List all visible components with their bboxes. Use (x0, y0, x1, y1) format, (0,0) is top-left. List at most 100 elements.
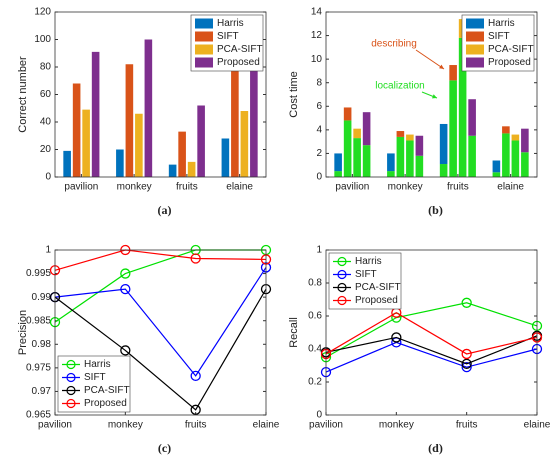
bar (125, 64, 134, 177)
localization-segment (353, 138, 361, 177)
caption: (b) (428, 203, 443, 217)
y-tick-label: 4 (316, 124, 322, 135)
legend-label: Harris (217, 18, 244, 29)
legend-label: SIFT (217, 31, 239, 42)
annotation: localization (375, 81, 424, 92)
legend-label: PCA-SIFT (84, 385, 130, 396)
legend-swatch (66, 385, 76, 396)
y-tick-label: 0.975 (26, 362, 51, 373)
caption: (d) (428, 441, 443, 455)
legend-swatch (195, 44, 213, 55)
legend-swatch (466, 18, 484, 29)
describing-segment (511, 134, 520, 141)
y-axis-label: Correct number (17, 56, 29, 133)
x-tick-label: pavilion (38, 420, 72, 431)
y-tick-label: 0.99 (32, 292, 52, 303)
describing-segment (334, 153, 342, 172)
y-tick-label: 40 (40, 117, 52, 128)
legend-label: SIFT (488, 31, 510, 42)
x-tick-label: monkey (117, 182, 152, 193)
y-tick-label: 100 (34, 34, 51, 45)
legend-box (328, 252, 402, 310)
y-tick-label: 0 (316, 172, 322, 183)
describing-segment (353, 128, 361, 139)
series-line (325, 302, 538, 358)
legend-label: PCA-SIFT (217, 44, 263, 55)
legend-label: Harris (488, 18, 515, 29)
point (190, 370, 201, 382)
bar (91, 51, 100, 177)
describing-segment (439, 123, 448, 165)
localization-segment (439, 164, 448, 177)
y-tick-label: 0.8 (308, 278, 322, 289)
bar (135, 113, 143, 177)
localization-segment (406, 140, 414, 177)
series-line (325, 341, 538, 373)
legend-swatch (466, 57, 484, 68)
legend-swatch (337, 282, 347, 293)
legend-box (57, 355, 131, 413)
localization-segment (396, 136, 405, 177)
bar (221, 138, 230, 177)
legend-label: PCA-SIFT (488, 44, 534, 55)
point (190, 404, 201, 415)
legend-swatch (466, 31, 484, 42)
y-tick-label: 1 (45, 245, 51, 256)
bar (240, 111, 249, 177)
x-tick-label: fruits (185, 420, 207, 431)
describing-segment (396, 131, 405, 137)
series-line (325, 335, 538, 365)
point (190, 253, 201, 264)
describing-segment (406, 134, 414, 141)
y-tick-label: 0.985 (26, 315, 51, 326)
bar (197, 105, 205, 177)
x-tick-label: fruits (456, 420, 478, 431)
point (120, 345, 131, 356)
bar (178, 131, 186, 177)
y-tick-label: 2 (316, 148, 322, 159)
legend-label: SIFT (84, 372, 106, 383)
series-line (325, 312, 538, 355)
y-tick-label: 120 (34, 7, 51, 18)
legend-label: Proposed (84, 398, 127, 409)
legend-label: Harris (355, 256, 382, 267)
point (461, 297, 472, 308)
y-tick-label: 0.965 (26, 410, 51, 421)
y-axis-label: Recall (288, 317, 300, 348)
y-tick-label: 6 (316, 101, 322, 112)
y-tick-label: 1 (316, 245, 322, 256)
x-tick-label: fruits (176, 182, 198, 193)
y-tick-label: 0.2 (308, 377, 322, 388)
y-tick-label: 0 (45, 172, 51, 183)
legend-swatch (66, 372, 76, 383)
localization-segment (415, 155, 424, 177)
legend-swatch (337, 295, 347, 306)
localization-segment (502, 133, 510, 177)
y-axis-label: Cost time (288, 71, 300, 117)
y-tick-label: 80 (40, 62, 52, 73)
point (461, 358, 472, 370)
caption: (c) (158, 441, 171, 455)
series-line (54, 249, 267, 271)
describing-segment (343, 107, 352, 121)
legend-swatch (337, 269, 347, 280)
bar (168, 164, 177, 177)
describing-segment (521, 128, 529, 153)
y-tick-label: 12 (311, 30, 323, 41)
legend-swatch (466, 44, 484, 55)
y-tick-label: 0 (316, 410, 322, 421)
localization-segment (449, 80, 457, 177)
describing-segment (387, 153, 395, 172)
legend-swatch (66, 398, 76, 409)
legend-swatch (195, 31, 213, 42)
bar (116, 149, 124, 177)
localization-segment (468, 135, 476, 177)
describing-segment (415, 135, 424, 156)
bar (144, 39, 153, 177)
localization-segment (511, 140, 520, 177)
x-tick-label: elaine (524, 420, 550, 431)
series-line (54, 267, 267, 377)
y-tick-label: 0.98 (32, 339, 52, 350)
point (391, 332, 402, 343)
y-axis-label: Precision (17, 310, 29, 355)
